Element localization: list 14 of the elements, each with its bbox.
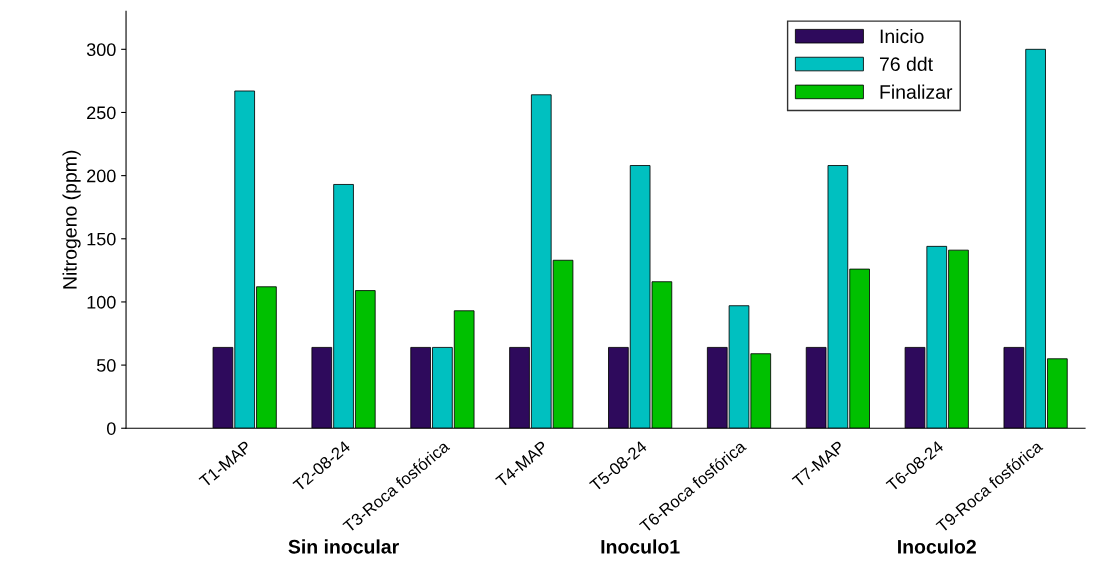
y-tick-label: 300 (86, 43, 116, 57)
y-tick-label: 0 (106, 422, 116, 435)
text: Inoculo2 (898, 539, 976, 554)
y-tick-label: 150 (87, 232, 116, 246)
text: Inoculo1 (601, 539, 680, 554)
legend-label: 76 ddt (879, 56, 933, 72)
y-tick-label: 100 (87, 295, 116, 309)
y-tick-label: 200 (87, 169, 116, 183)
y-tick-label: 50 (96, 359, 116, 372)
legend-label: Inicio (880, 28, 924, 44)
y-tick-label: 250 (87, 106, 116, 120)
legend-label: Finalizar (880, 84, 953, 99)
text: Sin inocular (288, 539, 399, 554)
y-axis-title: Nitrogeno (ppm) (62, 150, 81, 289)
